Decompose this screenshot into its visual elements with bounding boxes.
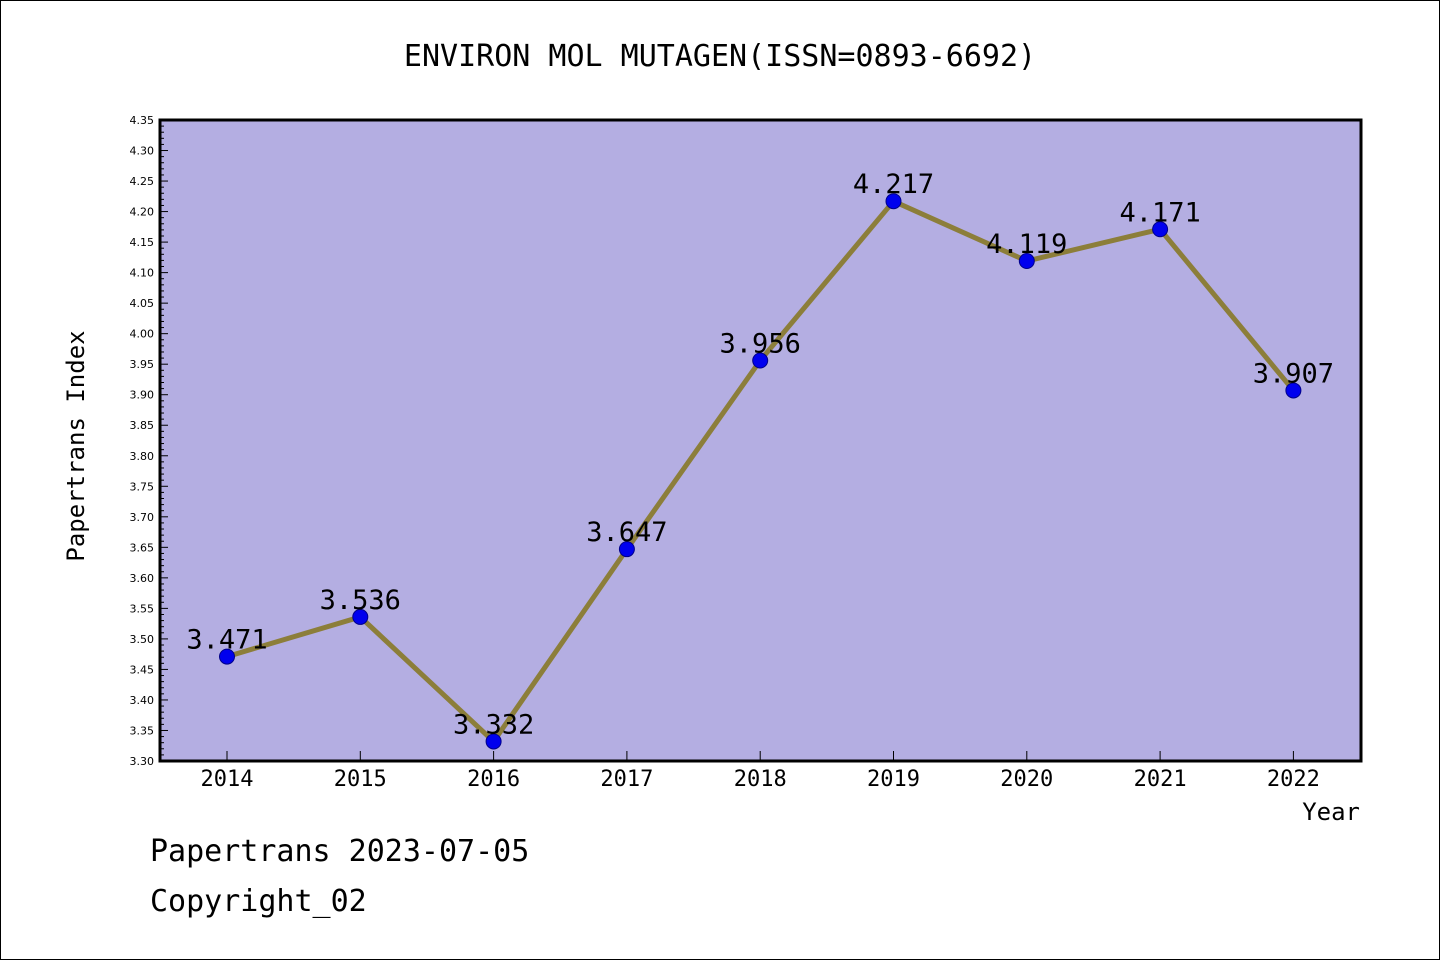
x-tick-label: 2021	[1134, 767, 1187, 792]
data-label: 3.647	[586, 517, 667, 548]
data-label: 3.907	[1253, 358, 1334, 389]
x-tick-label: 2016	[467, 767, 520, 792]
data-point	[219, 648, 235, 665]
y-tick-label: 3.30	[130, 755, 155, 768]
y-tick-label: 4.10	[130, 267, 155, 280]
data-point	[752, 352, 769, 369]
y-tick-label: 3.80	[130, 450, 155, 463]
y-tick-label: 3.55	[130, 602, 155, 615]
data-point	[1152, 221, 1169, 238]
data-point	[1018, 253, 1035, 270]
y-tick-label: 3.75	[130, 480, 155, 493]
x-tick-label: 2019	[867, 767, 920, 792]
footer-date: Papertrans 2023-07-05	[150, 834, 530, 869]
data-point	[485, 733, 502, 750]
y-tick-label: 4.35	[130, 114, 155, 127]
y-tick-label: 3.50	[130, 633, 155, 646]
data-label: 4.217	[853, 169, 934, 200]
x-tick-label: 2015	[334, 767, 387, 792]
y-tick-label: 4.25	[130, 175, 155, 188]
data-point	[618, 541, 635, 558]
y-tick-label: 4.15	[130, 236, 155, 249]
y-tick-label: 4.00	[130, 328, 155, 341]
data-point	[352, 608, 369, 625]
x-axis-label: Year	[1302, 798, 1360, 826]
y-tick-label: 3.45	[130, 663, 155, 676]
x-axis: 2014 2015 2016 2017 2018 2019 2020 2021 2022	[201, 751, 1320, 792]
y-axis-label: Papertrans Index	[62, 330, 90, 561]
data-label: 4.119	[986, 229, 1067, 260]
y-tick-label: 4.05	[130, 297, 155, 310]
x-tick-label: 2020	[1000, 767, 1053, 792]
y-tick-label: 3.60	[130, 572, 155, 585]
y-tick-label: 3.70	[130, 511, 155, 524]
data-label: 4.171	[1119, 197, 1200, 228]
data-points	[219, 193, 1302, 750]
y-tick-label: 3.90	[130, 389, 155, 402]
x-tick-label: 2014	[201, 767, 254, 792]
y-tick-label: 3.95	[130, 358, 155, 371]
data-label: 3.471	[186, 625, 267, 656]
data-point	[1285, 382, 1302, 399]
chart-title: ENVIRON MOL MUTAGEN(ISSN=0893-6692)	[404, 39, 1036, 74]
data-label: 3.332	[453, 709, 534, 740]
y-tick-label: 3.40	[130, 694, 155, 707]
data-label: 3.956	[720, 329, 801, 360]
x-tick-label: 2018	[734, 767, 787, 792]
y-tick-label: 4.20	[130, 206, 155, 219]
y-axis: 3.30 3.35 3.40 3.45 3.50 3.55 3.60 3.65 3.70 3.75…	[130, 114, 168, 768]
data-labels: 3.471 3.536 3.332 3.647 3.956 4.217 4.119 4.171…	[186, 169, 1334, 740]
data-label: 3.536	[320, 585, 401, 616]
footer-copyright: Copyright_02	[150, 884, 367, 919]
x-tick-label: 2022	[1267, 767, 1320, 792]
y-tick-label: 4.30	[130, 145, 155, 158]
y-tick-label: 3.85	[130, 419, 155, 432]
y-tick-label: 3.65	[130, 541, 155, 554]
x-tick-label: 2017	[600, 767, 653, 792]
data-point	[885, 193, 902, 210]
y-tick-label: 3.35	[130, 724, 155, 737]
